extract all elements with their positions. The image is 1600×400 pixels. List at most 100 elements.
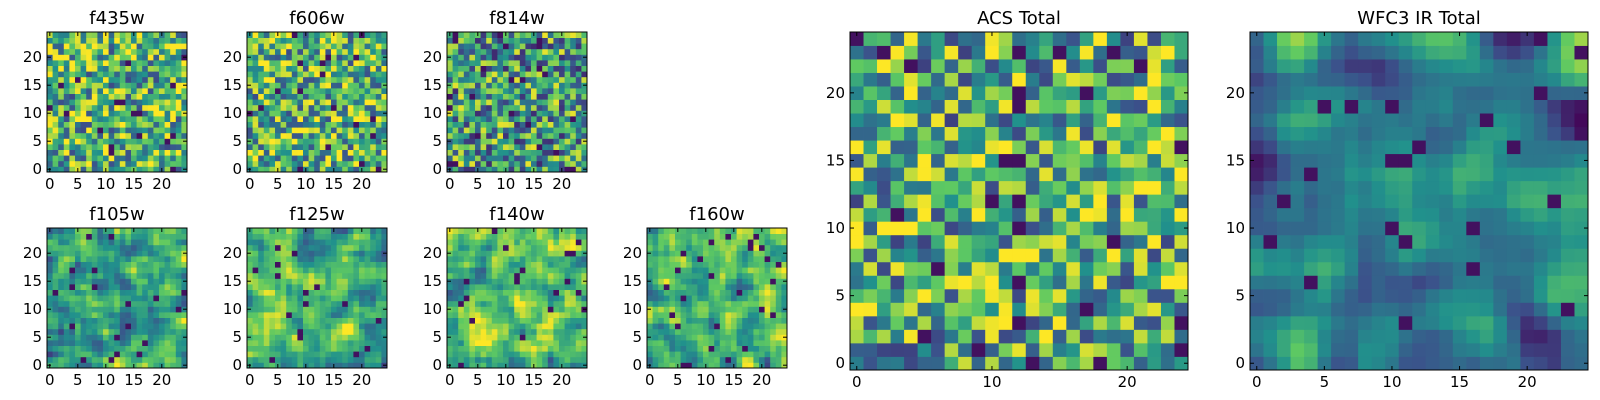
heatmap-cell xyxy=(131,160,137,167)
heatmap-cell xyxy=(69,345,76,352)
heatmap-cell xyxy=(719,362,726,369)
heatmap-cell xyxy=(708,323,715,330)
heatmap-cell xyxy=(364,99,371,106)
heatmap-cell xyxy=(503,71,509,78)
heatmap-cell xyxy=(508,317,515,324)
heatmap-cell xyxy=(247,312,253,318)
heatmap-cell xyxy=(536,351,543,358)
heatmap-cell xyxy=(86,82,93,89)
heatmap-cell xyxy=(52,233,59,240)
heatmap-cell xyxy=(904,275,918,290)
heatmap-cell xyxy=(514,32,521,38)
heatmap-cell xyxy=(336,155,343,162)
heatmap-cell xyxy=(359,233,365,240)
heatmap-cell xyxy=(170,65,177,72)
heatmap-cell xyxy=(863,167,878,182)
heatmap-cell xyxy=(575,340,582,346)
heatmap-cell xyxy=(542,295,549,302)
heatmap-cell xyxy=(475,300,481,307)
heatmap-cell xyxy=(497,54,504,61)
heatmap-cell xyxy=(58,244,65,251)
heatmap-cell xyxy=(303,82,309,89)
heatmap-cell xyxy=(319,351,326,358)
heatmap-cell xyxy=(131,155,137,162)
heatmap-cell xyxy=(275,88,281,94)
heatmap-cell xyxy=(119,65,126,72)
heatmap-cell xyxy=(347,233,354,240)
heatmap-cell xyxy=(142,328,149,335)
heatmap-cell xyxy=(575,138,582,145)
heatmap-cell xyxy=(147,312,154,318)
heatmap-cell xyxy=(503,261,509,268)
heatmap-cell xyxy=(297,160,304,167)
heatmap-cell xyxy=(1039,356,1054,371)
heatmap-cell xyxy=(131,76,137,83)
heatmap-cell xyxy=(80,132,87,139)
heatmap-cell xyxy=(319,295,326,302)
heatmap-cell xyxy=(359,267,365,274)
heatmap-cell xyxy=(542,48,549,55)
heatmap-cell xyxy=(564,334,571,341)
heatmap-cell xyxy=(553,76,560,83)
heatmap-cell xyxy=(652,272,659,279)
heatmap-cell xyxy=(486,43,493,50)
heatmap-cell xyxy=(336,60,343,66)
heatmap-cell xyxy=(508,261,515,268)
heatmap-cell xyxy=(381,295,388,302)
heatmap-cell xyxy=(364,289,371,296)
heatmap-cell xyxy=(175,37,182,44)
heatmap-cell xyxy=(153,110,160,117)
heatmap-cell xyxy=(581,121,588,128)
heatmap-cell xyxy=(553,345,560,352)
heatmap-cell xyxy=(63,99,70,106)
heatmap-cell xyxy=(303,345,309,352)
heatmap-cell xyxy=(652,228,659,234)
y-tick-label: 15 xyxy=(223,76,242,94)
heatmap-cell xyxy=(370,155,377,162)
heatmap-cell xyxy=(452,334,459,341)
heatmap-cell xyxy=(347,138,354,145)
heatmap-cell xyxy=(275,323,281,330)
heatmap-cell xyxy=(1012,167,1027,182)
heatmap-cell xyxy=(708,295,715,302)
heatmap-cell xyxy=(463,362,470,369)
heatmap-cell xyxy=(91,312,98,318)
heatmap-cell xyxy=(491,278,498,285)
heatmap-cell xyxy=(175,267,182,274)
heatmap-cell xyxy=(147,166,154,173)
heatmap-cell xyxy=(80,138,87,145)
heatmap-cell xyxy=(958,329,973,344)
heatmap-cell xyxy=(564,110,571,117)
heatmap-cell xyxy=(691,334,698,341)
heatmap-cell xyxy=(514,340,521,346)
heatmap-cell xyxy=(314,166,321,173)
heatmap-cell xyxy=(1120,207,1135,222)
heatmap-cell xyxy=(719,317,726,324)
heatmap-cell xyxy=(336,267,343,274)
heatmap-cell xyxy=(252,110,259,117)
heatmap-cell xyxy=(119,261,126,268)
heatmap-cell xyxy=(336,93,343,100)
heatmap-cell xyxy=(286,65,293,72)
heatmap-cell xyxy=(252,300,259,307)
heatmap-cell xyxy=(247,328,253,335)
heatmap-cell xyxy=(247,356,253,363)
heatmap-cell xyxy=(131,116,137,122)
heatmap-cell xyxy=(781,244,788,251)
heatmap-cell xyxy=(1052,234,1067,249)
heatmap-cell xyxy=(164,334,171,341)
heatmap-cell xyxy=(375,323,382,330)
heatmap-cell xyxy=(263,76,270,83)
heatmap-cell xyxy=(131,261,137,268)
heatmap-cell xyxy=(364,244,371,251)
heatmap-cell xyxy=(286,233,293,240)
heatmap-cell xyxy=(514,351,521,358)
heatmap-cell xyxy=(252,93,259,100)
heatmap-cell xyxy=(297,244,304,251)
heatmap-cell xyxy=(319,132,326,139)
heatmap-cell xyxy=(119,300,126,307)
heatmap-cell xyxy=(263,104,270,111)
heatmap-cell xyxy=(370,300,377,307)
heatmap-cell xyxy=(508,104,515,111)
heatmap-cell xyxy=(770,244,777,251)
